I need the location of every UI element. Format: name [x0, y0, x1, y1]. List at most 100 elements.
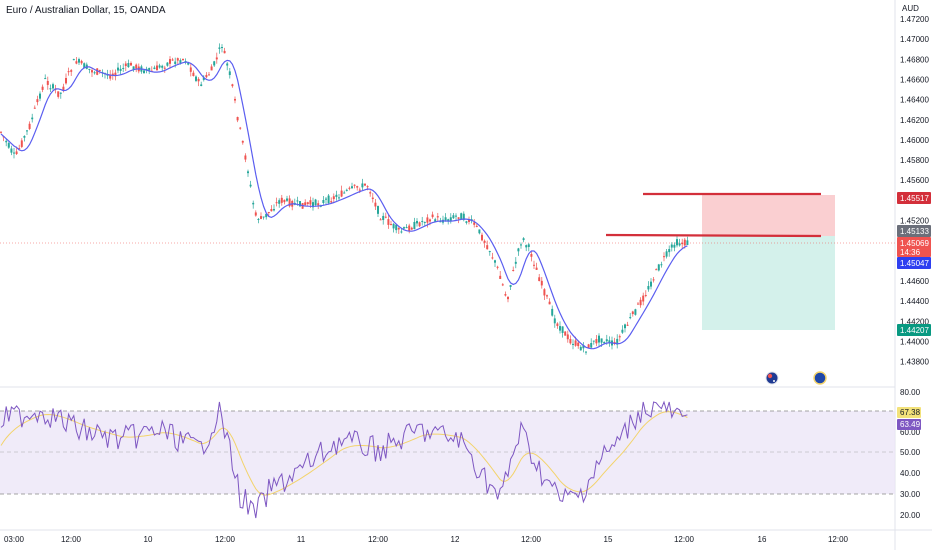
candle-body: [676, 239, 678, 246]
price-tick-label: 1.46800: [900, 55, 929, 64]
candle-body: [598, 335, 600, 343]
candle-body: [270, 208, 273, 212]
rsi-ma-tag: 63.49: [897, 419, 921, 430]
candle-body: [15, 151, 18, 155]
ma-value: 1.45047: [900, 259, 929, 268]
resistance-line-lower[interactable]: [605, 233, 822, 238]
rsi-ma-line: [0, 411, 688, 496]
candle-body: [595, 339, 598, 344]
moving-average-line: [0, 59, 688, 350]
time-tick-label: 12:00: [368, 535, 389, 544]
candle-body: [13, 152, 15, 154]
candle-body: [603, 341, 606, 344]
candle-body: [33, 107, 36, 109]
candle-body: [36, 99, 39, 103]
candle-body: [161, 65, 164, 68]
eu-flag-icon[interactable]: [813, 371, 827, 385]
candle-body: [228, 71, 231, 76]
candle-body: [234, 98, 236, 101]
candle-body: [481, 234, 483, 241]
candle-body: [135, 64, 138, 69]
ma-value-tag: 1.45047: [897, 257, 931, 269]
candle-body: [174, 61, 177, 64]
candle-body: [608, 340, 611, 344]
candle-body: [189, 67, 192, 72]
candle-body: [57, 91, 60, 97]
candle-body: [236, 117, 239, 121]
candle-body: [564, 331, 567, 336]
price-tick-label: 1.45800: [900, 156, 929, 165]
candle-body: [10, 148, 13, 153]
candle-body: [462, 213, 465, 220]
candle-body: [72, 59, 75, 61]
rsi-tick-label: 30.00: [900, 490, 921, 499]
candle-body: [434, 219, 437, 222]
candle-body: [122, 67, 125, 69]
candle-body: [182, 58, 184, 60]
candle-body: [283, 199, 286, 203]
australia-flag-icon[interactable]: [765, 371, 779, 385]
time-tick-label: 16: [758, 535, 767, 544]
candle-body: [364, 183, 366, 186]
candle-body: [408, 225, 411, 232]
candle-body: [275, 202, 278, 204]
candle-body: [392, 223, 395, 229]
candle-body: [345, 189, 348, 191]
candle-body: [566, 334, 569, 340]
candle-body: [83, 63, 86, 69]
time-axis[interactable]: 03:00 12:00 10 12:00 11 12:00 12 12:00 15 12:00 16…: [4, 535, 849, 544]
candle-body: [447, 219, 450, 221]
candle-body: [288, 198, 291, 207]
rsi-axis[interactable]: 80.00 60.00 50.00 40.00 30.00 20.00: [900, 388, 921, 520]
rsi-line: [0, 400, 688, 519]
candle-body: [75, 61, 78, 64]
candle-body: [504, 294, 507, 296]
candle-body: [522, 238, 525, 241]
stop-loss-tag: 1.45517: [897, 192, 931, 204]
candle-body: [395, 224, 398, 231]
candle-body: [286, 198, 288, 201]
candle-body: [213, 61, 216, 66]
candle-body: [678, 243, 681, 246]
candle-body: [80, 60, 83, 64]
candle-body: [423, 221, 426, 223]
price-axis[interactable]: 1.47200 1.47000 1.46800 1.46600 1.46400 1.462…: [900, 15, 929, 367]
candle-body: [0, 131, 2, 133]
time-tick-label: 03:00: [4, 535, 25, 544]
candle-body: [195, 76, 197, 81]
price-tick-label: 1.44000: [900, 337, 929, 346]
candle-body: [52, 84, 54, 89]
candle-body: [626, 324, 629, 326]
stop-loss-zone[interactable]: [702, 195, 835, 236]
candle-body: [618, 336, 621, 338]
candle-body: [366, 186, 369, 188]
candle-body: [335, 194, 338, 197]
candle-body: [650, 281, 652, 287]
candle-body: [410, 227, 413, 230]
candle-body: [501, 284, 504, 286]
candle-body: [400, 231, 403, 233]
candle-body: [202, 77, 205, 80]
candle-body: [309, 200, 312, 205]
candle-body: [31, 117, 34, 120]
time-tick-label: 12:00: [521, 535, 542, 544]
candle-body: [111, 73, 114, 76]
candle-body: [158, 65, 161, 68]
candle-body: [46, 80, 49, 85]
candle-body: [387, 219, 390, 225]
candle-body: [577, 342, 580, 347]
candle-body: [130, 62, 132, 66]
candle-body: [681, 242, 684, 245]
candle-body: [338, 197, 340, 199]
candle-body: [527, 244, 530, 247]
take-profit-zone[interactable]: [702, 236, 835, 330]
candle-body: [660, 264, 663, 266]
currency-label: AUD: [902, 4, 919, 13]
stop-loss-value: 1.45517: [900, 194, 929, 203]
price-tick-label: 1.44600: [900, 277, 929, 286]
candle-body: [390, 224, 392, 226]
time-tick-label: 12: [451, 535, 460, 544]
candle-body: [509, 285, 512, 287]
candle-body: [226, 63, 229, 66]
